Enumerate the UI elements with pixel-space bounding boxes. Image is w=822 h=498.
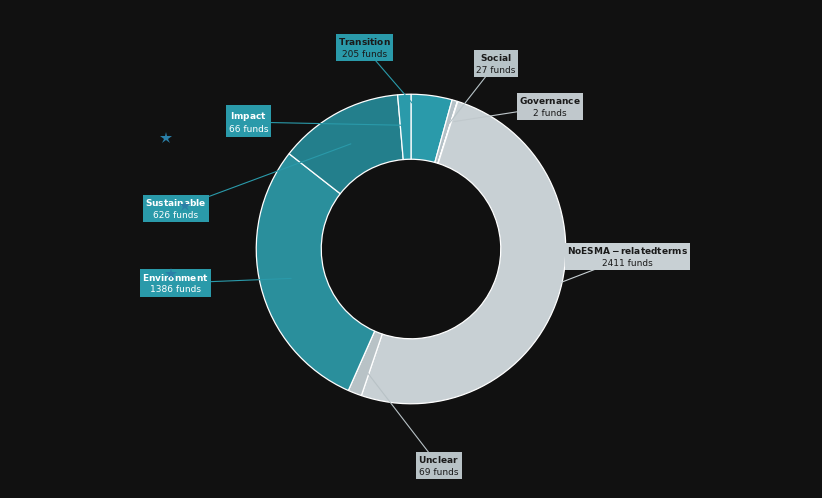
Wedge shape xyxy=(362,102,566,404)
Text: $\mathbf{Governance}$
2 funds: $\mathbf{Governance}$ 2 funds xyxy=(520,95,581,118)
Wedge shape xyxy=(435,100,457,163)
Text: $\mathbf{Sustainable}$
626 funds: $\mathbf{Sustainable}$ 626 funds xyxy=(145,197,206,220)
Text: $\mathbf{Unclear}$
69 funds: $\mathbf{Unclear}$ 69 funds xyxy=(418,454,459,477)
Wedge shape xyxy=(398,94,411,159)
Text: $\mathbf{Impact}$
66 funds: $\mathbf{Impact}$ 66 funds xyxy=(229,110,268,134)
Text: $\mathbf{No ESMA-related terms}$
2411 funds: $\mathbf{No ESMA-related terms}$ 2411 fu… xyxy=(567,246,688,268)
Text: $\mathbf{Social}$
27 funds: $\mathbf{Social}$ 27 funds xyxy=(477,52,515,75)
Wedge shape xyxy=(256,154,375,390)
Wedge shape xyxy=(289,95,404,194)
Wedge shape xyxy=(349,331,382,395)
Wedge shape xyxy=(411,94,452,162)
Wedge shape xyxy=(438,102,458,163)
Text: $\mathbf{Transition}$
205 funds: $\mathbf{Transition}$ 205 funds xyxy=(338,36,391,59)
Text: $\mathbf{Environment}$
1386 funds: $\mathbf{Environment}$ 1386 funds xyxy=(142,271,209,294)
